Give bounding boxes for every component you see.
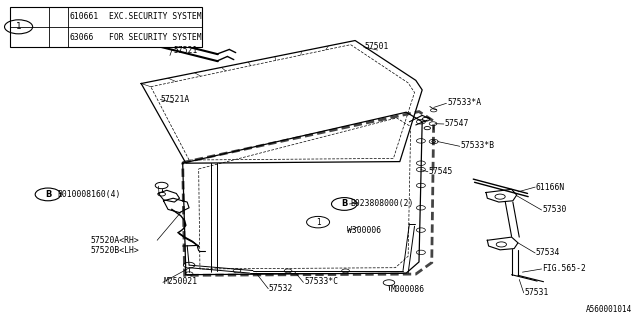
Text: EXC.SECURITY SYSTEM: EXC.SECURITY SYSTEM xyxy=(109,12,202,21)
Text: 57501: 57501 xyxy=(365,42,389,52)
Text: 57530: 57530 xyxy=(542,205,566,214)
Text: A560001014: A560001014 xyxy=(586,305,632,314)
Text: B010008160(4): B010008160(4) xyxy=(57,190,120,199)
Text: FOR SECURITY SYSTEM: FOR SECURITY SYSTEM xyxy=(109,33,202,42)
Text: 57531: 57531 xyxy=(524,288,548,297)
FancyBboxPatch shape xyxy=(10,7,202,47)
Text: B023808000(2): B023808000(2) xyxy=(351,199,414,208)
Text: 63066: 63066 xyxy=(70,33,94,42)
Text: M250021: M250021 xyxy=(164,277,198,286)
Text: 57532: 57532 xyxy=(269,284,293,292)
Text: W300006: W300006 xyxy=(348,226,381,235)
Text: 57520B<LH>: 57520B<LH> xyxy=(90,246,139,255)
Text: 57521: 57521 xyxy=(173,45,198,55)
Text: 57547: 57547 xyxy=(445,119,469,128)
Text: 1: 1 xyxy=(316,218,321,227)
Text: 57533*C: 57533*C xyxy=(304,277,338,286)
Text: M000086: M000086 xyxy=(390,284,424,293)
Text: 57534: 57534 xyxy=(536,248,560,257)
Text: 57521A: 57521A xyxy=(161,95,189,104)
Text: B: B xyxy=(341,199,348,208)
Text: 610661: 610661 xyxy=(70,12,99,21)
Text: 57533*B: 57533*B xyxy=(461,141,495,150)
Text: 57545: 57545 xyxy=(429,167,453,176)
Text: 1: 1 xyxy=(16,22,22,31)
Text: FIG.565-2: FIG.565-2 xyxy=(542,264,586,273)
Text: B: B xyxy=(45,190,51,199)
Text: 57520A<RH>: 57520A<RH> xyxy=(90,236,139,245)
Text: 61166N: 61166N xyxy=(536,183,565,192)
Text: 57533*A: 57533*A xyxy=(448,98,482,107)
